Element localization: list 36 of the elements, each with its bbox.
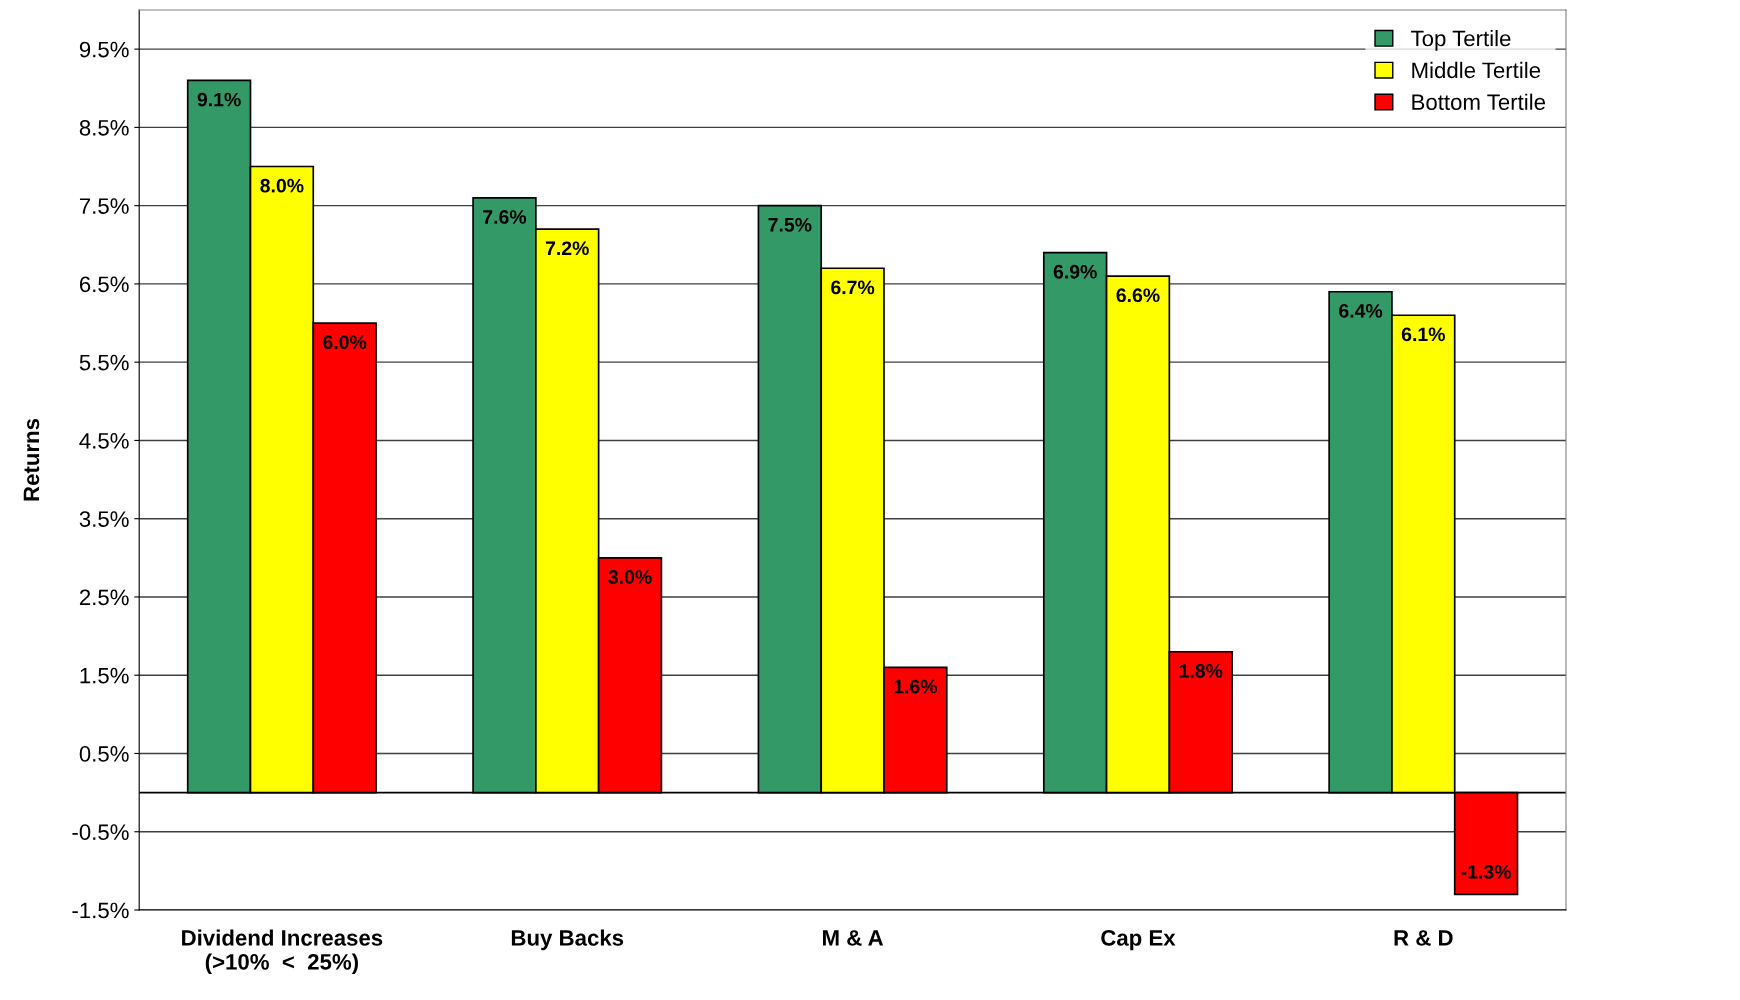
data-label: 6.0% [323,335,367,350]
data-label: 7.6% [483,210,527,224]
data-label: 6.4% [1339,303,1383,318]
y-tick-label: 3.5% [79,511,129,527]
x-tick-label: R & D [1394,930,1453,946]
data-label: 6.7% [831,280,875,295]
x-tick-label: Dividend Increases (>10% < 25%) [182,929,383,975]
legend-label: Middle Tertile [1412,61,1541,79]
y-tick-label: 8.5% [79,119,129,136]
data-label: 1.6% [894,679,938,694]
legend-label: Bottom Tertile [1412,93,1546,110]
y-tick-label: -1.5% [72,902,129,919]
data-label: 9.1% [197,92,241,107]
data-label: 6.1% [1401,327,1445,342]
legend-label: Top Tertile [1411,30,1511,51]
y-tick-label: 0.5% [79,746,129,762]
data-label: 1.8% [1179,663,1223,678]
data-label: 7.5% [768,217,812,232]
y-axis-title: Returns [23,418,40,501]
x-tick-label: Buy Backs [511,929,624,951]
x-tick-label: Cap Ex [1101,930,1176,951]
data-label: 7.2% [545,241,589,256]
x-tick-label: M & A [823,930,884,946]
data-label: 6.6% [1116,288,1160,303]
data-label: 6.9% [1053,264,1097,279]
y-tick-label: 7.5% [79,198,129,214]
y-tick-label: 5.5% [79,354,129,371]
y-tick-label: 1.5% [80,667,129,684]
y-tick-label: 6.5% [79,276,129,293]
data-label: 3.0% [608,570,652,584]
y-tick-label: -0.5% [72,824,129,841]
y-tick-label: 9.5% [79,41,129,58]
y-tick-label: 2.5% [79,589,129,606]
data-label: -1.3% [1461,865,1511,879]
y-tick-label: 4.5% [79,433,129,449]
data-label: 8.0% [260,178,304,193]
